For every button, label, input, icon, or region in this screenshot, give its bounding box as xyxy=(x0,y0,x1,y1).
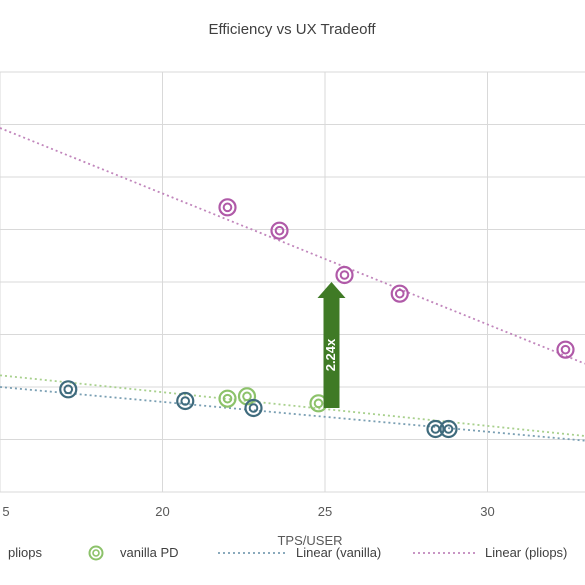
data-point xyxy=(426,419,445,439)
gridlines xyxy=(0,71,585,493)
annotation-label: 2.24x xyxy=(323,338,338,371)
legend: pliops vanilla PD Linear (vanilla) Linear (… xyxy=(8,545,567,561)
point-inner-ring xyxy=(222,393,233,404)
legend-label: Linear (pliops) xyxy=(485,545,567,560)
trendlines xyxy=(0,127,585,442)
data-point xyxy=(59,380,78,399)
data-point xyxy=(218,198,237,217)
legend-label: Linear (vanilla) xyxy=(296,545,381,560)
x-axis-label: TPS/USER xyxy=(277,533,342,548)
point-outer-ring xyxy=(390,284,409,303)
point-outer-ring xyxy=(244,398,263,418)
data-point xyxy=(439,419,458,439)
data-point xyxy=(270,221,289,240)
legend-item: pliops xyxy=(8,545,42,560)
legend-item: Linear (pliops) xyxy=(413,545,567,560)
legend-label: vanilla PD xyxy=(120,545,179,560)
legend-marker-inner xyxy=(92,549,100,557)
trendline xyxy=(0,374,585,437)
data-point xyxy=(556,340,575,359)
x-tick-label: 20 xyxy=(155,504,169,519)
legend-item: vanilla PD xyxy=(88,545,179,561)
point-inner-ring xyxy=(242,391,252,402)
data-point xyxy=(218,389,237,408)
data-point xyxy=(335,265,354,285)
x-tick-labels: 5 20 25 30 xyxy=(2,504,494,519)
legend-item: Linear (vanilla) xyxy=(218,545,381,560)
data-point xyxy=(176,391,195,411)
point-inner-ring xyxy=(63,384,74,395)
point-outer-ring xyxy=(59,380,78,399)
point-inner-ring xyxy=(274,225,285,236)
point-inner-ring xyxy=(313,398,324,409)
point-inner-ring xyxy=(248,403,259,413)
data-points xyxy=(59,198,575,439)
x-tick-label: 30 xyxy=(480,504,494,519)
point-inner-ring xyxy=(222,202,233,213)
point-outer-ring xyxy=(176,391,195,411)
point-inner-ring xyxy=(443,424,454,434)
legend-marker-icon xyxy=(88,545,104,561)
point-outer-ring xyxy=(439,419,458,439)
trendline xyxy=(0,127,585,365)
point-inner-ring xyxy=(430,424,441,434)
chart-title: Efficiency vs UX Tradeoff xyxy=(208,21,376,38)
x-tick-label: 25 xyxy=(318,504,332,519)
point-inner-ring xyxy=(339,270,350,280)
point-inner-ring xyxy=(180,396,191,406)
point-inner-ring xyxy=(394,288,405,299)
point-inner-ring xyxy=(560,344,571,355)
point-outer-ring xyxy=(556,340,575,359)
data-point xyxy=(244,398,263,418)
point-outer-ring xyxy=(335,265,354,285)
legend-label: pliops xyxy=(8,545,42,560)
point-outer-ring xyxy=(218,198,237,217)
x-tick-label: 5 xyxy=(2,504,9,519)
data-point xyxy=(390,284,409,303)
ratio-annotation: 2.24x xyxy=(317,282,346,408)
point-outer-ring xyxy=(218,389,237,408)
point-outer-ring xyxy=(426,419,445,439)
point-outer-ring xyxy=(270,221,289,240)
arrow-up-icon xyxy=(317,282,346,408)
